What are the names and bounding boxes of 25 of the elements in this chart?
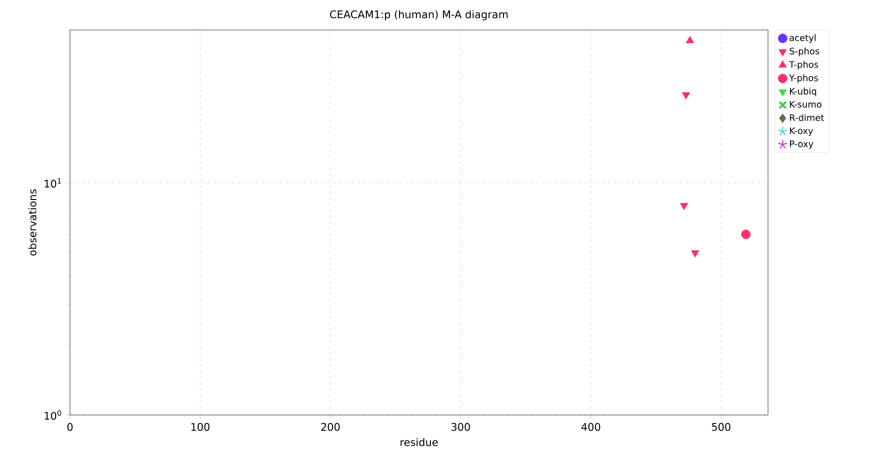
point — [682, 92, 690, 100]
legend-label: S-phos — [790, 48, 820, 56]
legend-label: P-oxy — [790, 140, 814, 149]
point — [741, 230, 751, 240]
chart-title: CEACAM1:p (human) M-A diagram — [330, 10, 508, 20]
legend-label: K-oxy — [790, 127, 814, 136]
point — [686, 36, 694, 44]
legend-label: K-sumo — [790, 101, 822, 108]
point — [691, 250, 700, 258]
legend-label: Y-phos — [789, 74, 818, 83]
legend-label: acetyl — [790, 34, 816, 43]
x-tick-label: 0 — [67, 422, 73, 431]
y-axis-title: observations — [28, 189, 36, 256]
y-tick-label: 10$^{1}$ — [44, 178, 61, 188]
x-axis-title: residue — [400, 438, 438, 446]
x-tick-label: 500 — [712, 422, 730, 431]
x-tick-label: 400 — [581, 422, 600, 431]
x-tick-label: 200 — [321, 422, 340, 431]
legend-label: T-phos — [789, 60, 818, 70]
legend-label: R-dimet — [790, 114, 824, 122]
legend-label: K-ubiq — [790, 88, 816, 96]
x-tick-label: 300 — [451, 422, 470, 431]
point — [680, 202, 688, 210]
y-tick-label: 10$^{0}$ — [44, 410, 62, 420]
x-tick-label: 100 — [191, 422, 210, 431]
